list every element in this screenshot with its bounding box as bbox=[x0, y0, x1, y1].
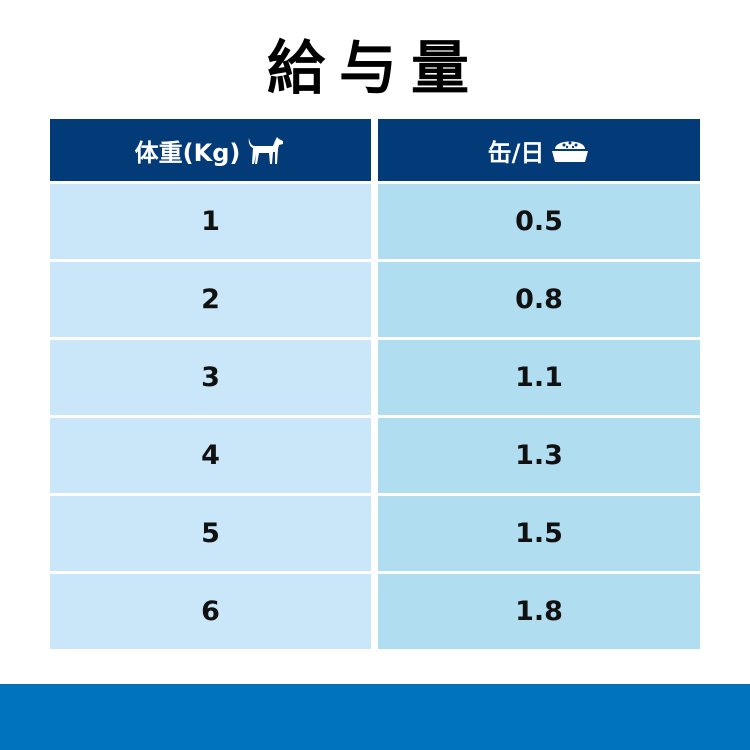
weight-cell: 6 bbox=[50, 574, 371, 649]
page-title: 給与量 bbox=[266, 34, 483, 102]
weight-cell: 4 bbox=[50, 418, 371, 493]
footer-bar bbox=[0, 684, 750, 750]
weight-cell: 1 bbox=[50, 184, 371, 259]
cans-cell: 0.5 bbox=[378, 184, 700, 259]
weight-cell: 3 bbox=[50, 340, 371, 415]
cans-cell: 1.3 bbox=[378, 418, 700, 493]
cans-cell: 1.1 bbox=[378, 340, 700, 415]
header-weight: 体重(Kg) bbox=[50, 119, 371, 181]
cans-cell: 1.8 bbox=[378, 574, 700, 649]
dog-icon bbox=[249, 137, 284, 164]
food-bowl-icon bbox=[552, 141, 589, 162]
weight-cell: 2 bbox=[50, 262, 371, 337]
header-cans-label: 缶/日 bbox=[487, 138, 545, 167]
cans-cell: 1.5 bbox=[378, 496, 700, 571]
weight-cell: 5 bbox=[50, 496, 371, 571]
feeding-table: 体重(Kg) 缶/日 1 0.5 2 0.8 3 1.1 4 1.3 5 1.5… bbox=[50, 119, 700, 649]
header-weight-label: 体重(Kg) bbox=[134, 138, 241, 167]
header-cans: 缶/日 bbox=[378, 119, 700, 181]
cans-cell: 0.8 bbox=[378, 262, 700, 337]
